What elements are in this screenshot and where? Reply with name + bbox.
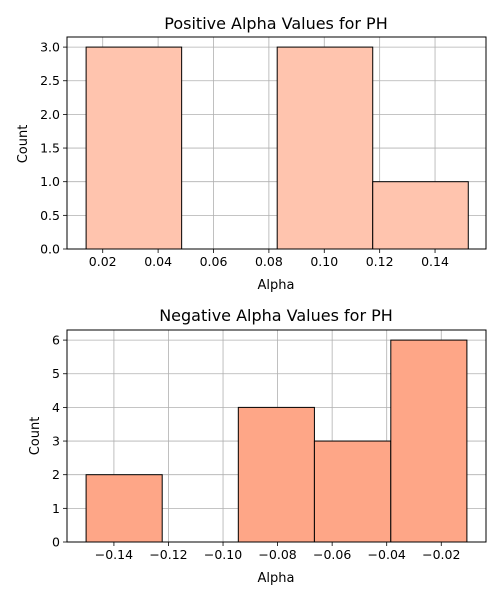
y-tick-label: 5 [52,366,60,381]
x-tick-label: −0.10 [204,547,242,562]
ticks: −0.14 −0.12 −0.10 −0.08 −0.06 −0.04 −0.02 0 1 2 3 4… [52,333,460,562]
y-tick-label: 3.0 [40,40,60,55]
y-tick-label: 0.0 [40,242,60,257]
histogram-bar [313,440,392,543]
y-tick-label: 0 [52,535,60,550]
histogram-bar [276,46,374,250]
y-tick-label: 0.5 [40,208,60,223]
histogram-bar [372,181,469,250]
y-tick-label: 2 [52,467,60,482]
y-tick-label: 2.5 [40,73,60,88]
x-tick-label: 0.02 [89,254,117,269]
x-tick-label: −0.02 [422,547,460,562]
y-axis-label: Count [28,417,43,456]
x-tick-label: −0.14 [95,547,133,562]
y-tick-label: 1 [52,501,60,516]
x-axis-label: Alpha [258,278,295,293]
y-tick-label: 4 [52,400,60,415]
x-tick-label: −0.08 [258,547,296,562]
histogram-bar [237,406,315,543]
chart-title: Positive Alpha Values for PH [164,14,387,33]
y-axis-label: Count [16,125,31,164]
chart-title: Negative Alpha Values for PH [159,306,393,325]
ticks: 0.02 0.04 0.06 0.08 0.10 0.12 0.14 0.0 0.5 1.0 1.5… [40,40,449,269]
x-tick-label: 0.06 [200,254,228,269]
y-tick-label: 1.5 [40,141,60,156]
plot-frame [66,329,487,543]
x-axis-label: Alpha [258,571,295,586]
x-tick-label: 0.10 [310,254,338,269]
negative-alpha-histogram: Negative Alpha Values for PH Alpha Count… [28,306,487,586]
histogram-bar [85,46,183,250]
x-tick-label: −0.12 [149,547,187,562]
y-tick-label: 1.0 [40,174,60,189]
y-tick-label: 2.0 [40,107,60,122]
x-tick-label: 0.14 [421,254,449,269]
histogram-bar [85,474,163,543]
y-tick-label: 6 [52,333,60,348]
histogram-bar [390,339,468,543]
x-tick-label: −0.04 [368,547,406,562]
x-tick-label: 0.04 [144,254,172,269]
bars [85,339,468,543]
x-tick-label: −0.06 [313,547,351,562]
positive-alpha-histogram: Positive Alpha Values for PH Alpha Count… [16,14,487,293]
y-tick-label: 3 [52,434,60,449]
bars [85,46,469,250]
plot-frame [66,36,487,250]
x-tick-label: 0.08 [255,254,283,269]
x-tick-label: 0.12 [366,254,394,269]
